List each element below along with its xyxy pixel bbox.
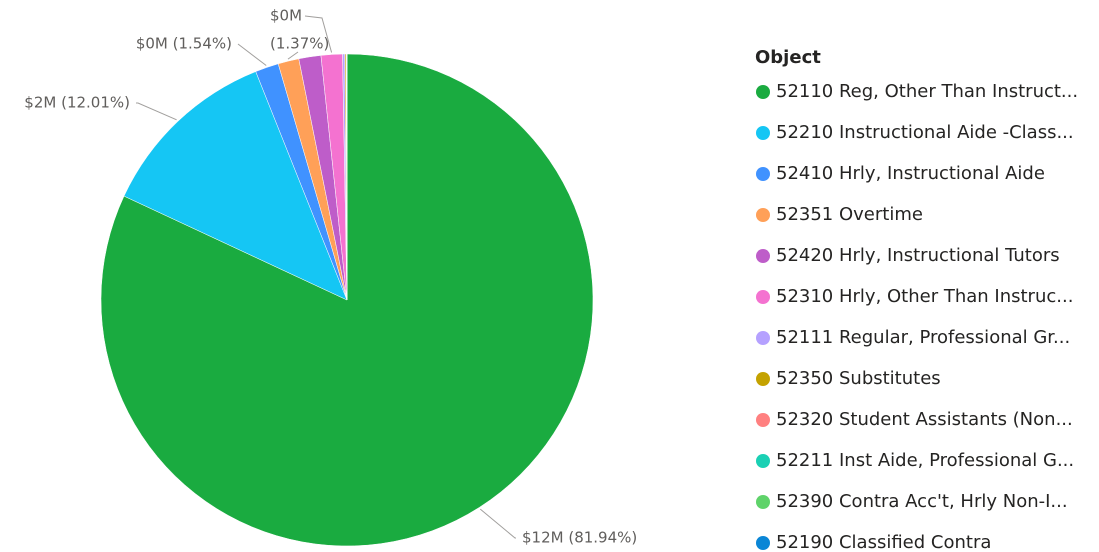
data-label: $0M [270,7,302,25]
legend-marker [756,495,770,509]
leader-line [304,15,333,53]
data-label: $2M (12.01%) [24,94,130,112]
legend-marker [756,126,770,140]
leader-line [479,508,516,539]
legend-label: 52350 Substitutes [776,368,941,389]
legend-label: 52390 Contra Acc't, Hrly Non-I... [776,491,1068,512]
legend-marker [756,249,770,263]
legend-label: 52320 Student Assistants (Non... [776,409,1073,430]
legend-marker [756,208,770,222]
legend-marker [756,331,770,345]
legend-marker [756,372,770,386]
data-label: $0M (1.54%) [136,35,232,53]
legend-title: Object [755,47,821,68]
legend-marker [756,454,770,468]
leader-line [287,51,299,60]
legend-marker [756,85,770,99]
legend-marker [756,167,770,181]
legend-label: 52410 Hrly, Instructional Aide [776,163,1045,184]
leader-line [237,43,267,66]
legend-label: 52351 Overtime [776,204,923,225]
data-label: (1.37%) [270,35,329,53]
legend-label: 52210 Instructional Aide -Class... [776,122,1074,143]
legend-marker [756,536,770,550]
legend-label: 52211 Inst Aide, Professional G... [776,450,1074,471]
legend-label: 52111 Regular, Professional Gr... [776,327,1070,348]
legend-label: 52310 Hrly, Other Than Instruc... [776,286,1073,307]
data-label: $12M (81.94%) [522,529,637,547]
legend-label: 52110 Reg, Other Than Instruct... [776,81,1078,102]
pie-slice [123,71,348,301]
legend-label: 52420 Hrly, Instructional Tutors [776,245,1060,266]
legend-marker [756,413,770,427]
leader-line [136,102,177,121]
legend-marker [756,290,770,304]
legend-label: 52190 Classified Contra [776,532,991,552]
